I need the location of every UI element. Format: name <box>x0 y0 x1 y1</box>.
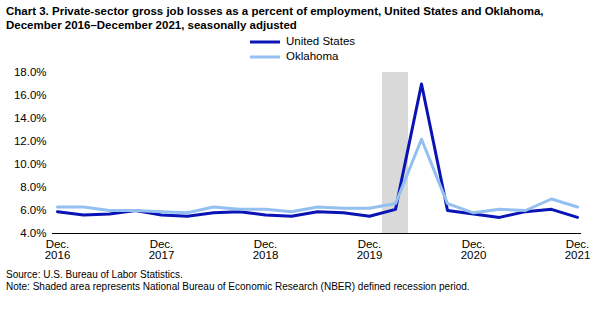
svg-text:6.0%: 6.0% <box>20 204 46 216</box>
svg-text:Dec.2019: Dec.2019 <box>357 238 383 262</box>
svg-text:8.0%: 8.0% <box>20 181 46 193</box>
svg-text:10.0%: 10.0% <box>14 158 47 170</box>
html-text:Oklahoma: Oklahoma <box>286 50 339 62</box>
html-text:Chart 3. Private-sector gross: Chart 3. Private-sector gross job losses… <box>6 5 544 31</box>
html-text:United States: United States <box>286 35 355 47</box>
html-text:Source: U.S. Bureau of Labor S: Source: U.S. Bureau of Labor Statistics. <box>6 269 183 280</box>
svg-text:Dec.2021: Dec.2021 <box>565 238 591 262</box>
svg-text:12.0%: 12.0% <box>14 135 47 147</box>
svg-text:14.0%: 14.0% <box>14 112 47 124</box>
html-text:Note: Shaded area represents N: Note: Shaded area represents National Bu… <box>6 281 470 292</box>
svg-text:Dec.2016: Dec.2016 <box>45 238 71 262</box>
svg-text:16.0%: 16.0% <box>14 89 47 101</box>
svg-text:Dec.2017: Dec.2017 <box>149 238 175 262</box>
svg-text:4.0%: 4.0% <box>20 227 46 239</box>
svg-text:Dec.2020: Dec.2020 <box>461 238 487 262</box>
svg-text:Dec.2018: Dec.2018 <box>253 238 279 262</box>
svg-text:18.0%: 18.0% <box>14 66 47 78</box>
